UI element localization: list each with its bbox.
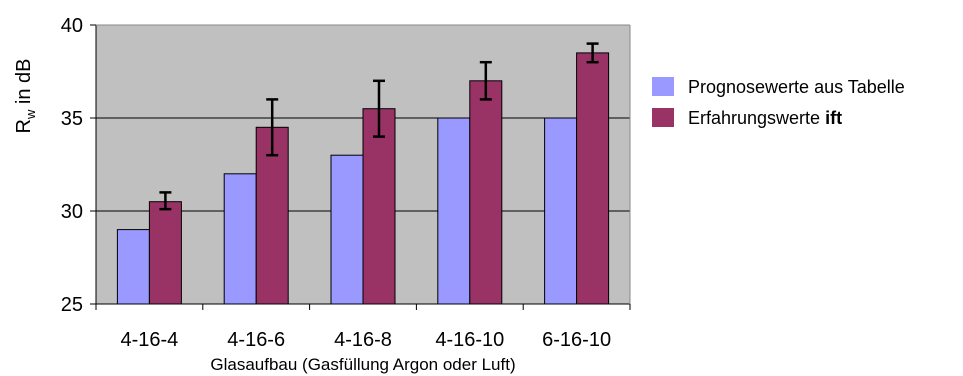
bar-prognosewerte — [223, 173, 257, 305]
y-axis-label-main: R — [13, 119, 35, 133]
x-tick-label: 6-16-10 — [542, 329, 611, 351]
y-tick-label: 35 — [61, 108, 83, 130]
y-axis-label-unit: in dB — [13, 59, 35, 110]
bar-prognosewerte — [330, 154, 364, 305]
axes — [95, 24, 631, 305]
legend-label-erfahrungswerte-plain: Erfahrungswerte — [688, 108, 825, 128]
legend-label-erfahrungswerte: Erfahrungswerte ift — [688, 108, 842, 128]
x-tick-labels: 4-16-4 4-16-6 4-16-8 4-16-10 6-16-10 — [95, 304, 631, 351]
y-axis-label: Rw in dB — [13, 59, 38, 134]
bar-erfahrungswerte — [469, 80, 503, 305]
bar-prognosewerte — [437, 117, 471, 305]
bar-prognosewerte — [116, 229, 150, 305]
legend-swatch-prognosewerte — [652, 77, 674, 96]
legend: Prognosewerte aus Tabelle Erfahrungswert… — [652, 77, 905, 128]
y-tick-label: 25 — [61, 294, 83, 316]
y-tick-labels: 25 30 35 40 — [61, 15, 96, 316]
error-bars — [159, 42, 599, 211]
bar-erfahrungswerte — [576, 52, 610, 305]
bar-prognosewerte — [544, 117, 578, 305]
legend-label-erfahrungswerte-bold: ift — [825, 108, 842, 128]
x-tick-label: 4-16-4 — [120, 329, 178, 351]
x-tick-label: 4-16-10 — [435, 329, 504, 351]
y-tick-label: 30 — [61, 201, 83, 223]
x-tick-label: 4-16-8 — [334, 329, 392, 351]
legend-swatch-erfahrungswerte — [652, 108, 674, 127]
bar-erfahrungswerte — [362, 108, 396, 305]
x-tick-label: 4-16-6 — [227, 329, 285, 351]
x-axis-label: Glasaufbau (Gasfüllung Argon oder Luft) — [210, 355, 515, 374]
legend-label-prognosewerte: Prognosewerte aus Tabelle — [688, 77, 905, 97]
bar-erfahrungswerte — [148, 201, 182, 305]
y-axis-label-subscript: w — [23, 109, 38, 120]
y-tick-label: 40 — [61, 15, 83, 37]
